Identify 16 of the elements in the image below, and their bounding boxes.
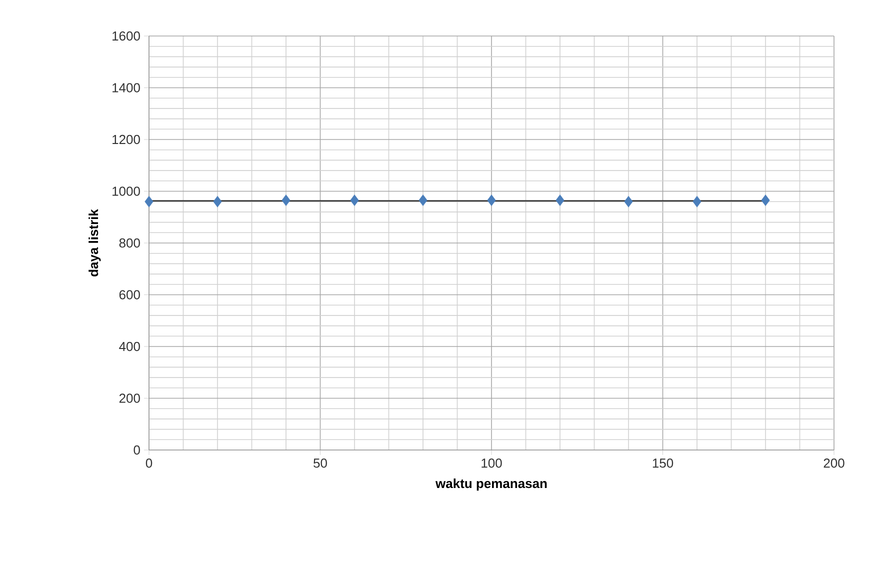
y-tick-label: 600 [119, 290, 140, 300]
x-tick-label: 100 [482, 458, 502, 468]
y-tick-label: 1600 [112, 31, 140, 41]
y-axis-title: daya listrik [88, 209, 101, 276]
y-tick-label: 1000 [112, 186, 140, 196]
y-tick-label: 400 [119, 342, 140, 352]
x-tick-label: 0 [146, 458, 152, 468]
y-tick-label: 200 [119, 394, 140, 403]
x-tick-label: 150 [652, 458, 674, 468]
x-axis-title: waktu pemanasan [435, 478, 547, 491]
y-tick-label: 0 [134, 445, 140, 455]
x-tick-label: 200 [824, 458, 844, 468]
y-tick-label: 1400 [112, 83, 140, 92]
y-tick-label: 1200 [112, 134, 140, 144]
x-tick-label: 50 [314, 458, 327, 468]
y-tick-label: 800 [119, 238, 140, 248]
